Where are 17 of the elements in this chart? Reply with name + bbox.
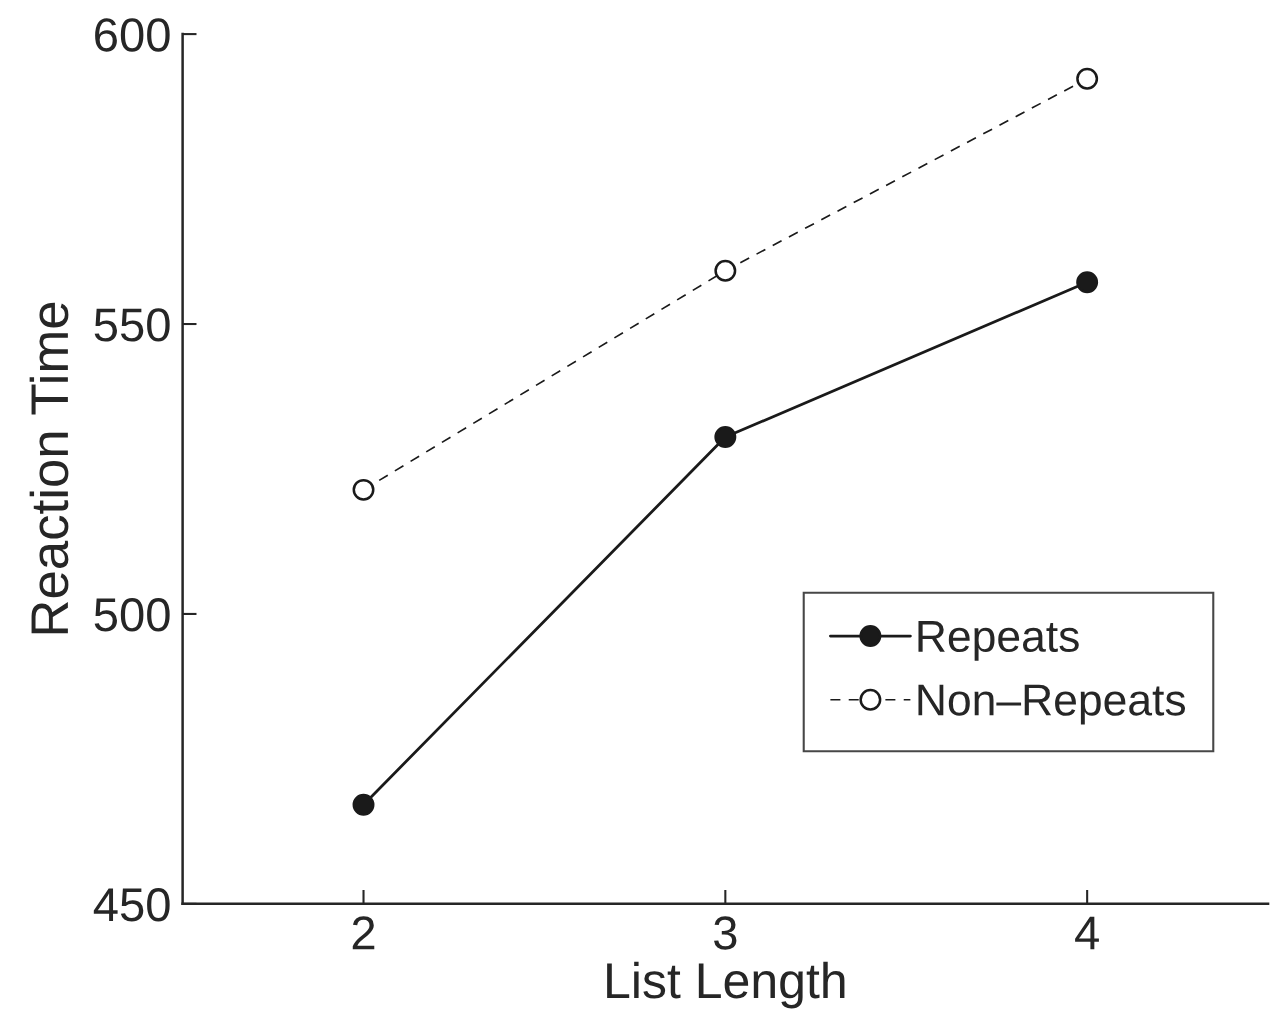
- y-tick-label: 500: [94, 598, 170, 632]
- y-tick-label: 550: [94, 308, 170, 342]
- point: [714, 259, 737, 282]
- point: [1076, 271, 1099, 294]
- point: [714, 426, 737, 449]
- legend-label: Repeats: [918, 621, 1079, 661]
- x-axis-title: List Length: [607, 961, 845, 1009]
- x-tick-label: 3: [714, 916, 737, 950]
- y-tick-label: 600: [95, 18, 170, 52]
- point: [1076, 67, 1099, 90]
- y-tick-label: 450: [93, 888, 170, 922]
- point: [352, 478, 375, 501]
- y-axis-title: Reaction Time: [29, 302, 69, 634]
- x-tick-label: 2: [352, 916, 375, 950]
- legend-label: Non–Repeats: [918, 684, 1186, 725]
- point: [352, 793, 375, 816]
- x-tick-label: 4: [1075, 916, 1099, 950]
